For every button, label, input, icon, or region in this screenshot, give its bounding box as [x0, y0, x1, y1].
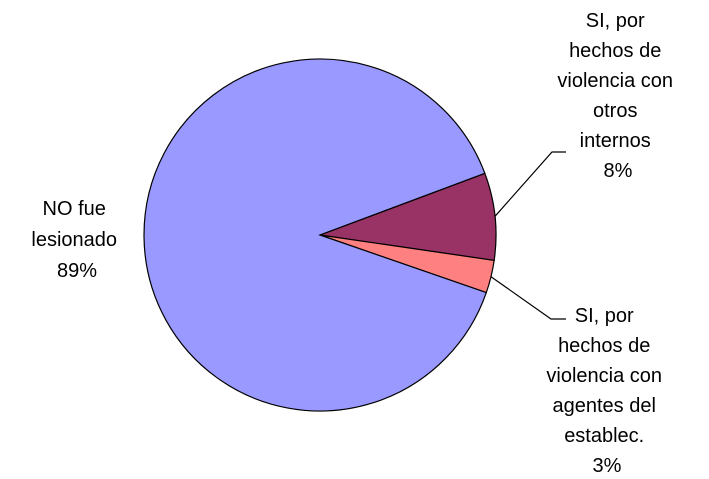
slice-no-lesionado	[143, 58, 488, 412]
label-line: hechos de	[558, 335, 650, 357]
pie-slices	[143, 58, 497, 412]
label-line: internos	[580, 130, 651, 152]
label-line: otros	[593, 100, 637, 122]
label-line: lesionado	[31, 229, 117, 251]
leader-lines	[490, 151, 566, 320]
label-line: SI, por	[575, 305, 634, 327]
slice-label-agentes-establec: SI, por hechos de violencia con agentes …	[546, 305, 667, 477]
leader-line-agentes-establec	[490, 276, 566, 320]
slice-otros-internos	[319, 172, 497, 262]
label-line: SI, por	[586, 10, 645, 32]
slice-label-otros-internos: SI, por hechos de violencia con otros in…	[557, 10, 678, 182]
label-line: 89%	[57, 260, 97, 282]
label-line: hechos de	[569, 40, 661, 62]
label-line: 8%	[604, 160, 633, 182]
label-line: violencia con	[546, 365, 662, 387]
label-line: agentes del	[553, 395, 656, 417]
leader-line-otros-internos	[494, 151, 566, 217]
label-line: 3%	[593, 455, 622, 477]
label-line: establec.	[564, 425, 644, 447]
label-line: violencia con	[557, 70, 673, 92]
slice-label-no-lesionado: NO fue lesionado 89%	[31, 198, 122, 282]
label-line: NO fue	[43, 198, 106, 220]
